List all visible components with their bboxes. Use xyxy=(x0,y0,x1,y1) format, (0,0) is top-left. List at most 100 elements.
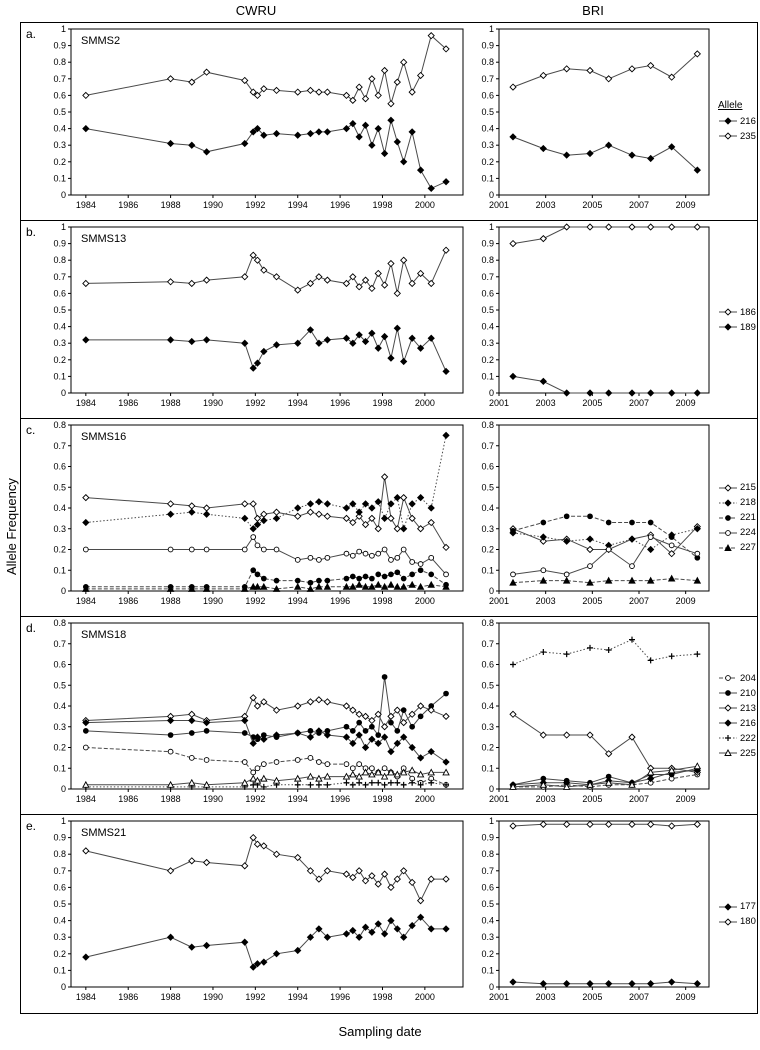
diamond-marker-icon xyxy=(323,512,332,520)
plot-area xyxy=(498,28,710,196)
diamond-marker-icon xyxy=(724,323,732,331)
triangle-marker-icon xyxy=(82,780,90,788)
diamond-open-legend-icon xyxy=(719,308,737,316)
diamond-marker-icon xyxy=(306,86,315,95)
diamond-marker-icon xyxy=(323,276,332,284)
triangle-marker-icon xyxy=(380,582,389,590)
triangle-marker-icon xyxy=(306,772,315,780)
diamond-marker-icon xyxy=(693,50,701,58)
diamond-marker-icon xyxy=(408,88,416,96)
diamond-marker-icon xyxy=(82,518,90,527)
diamond-marker-icon xyxy=(387,514,395,523)
diamond-marker-icon xyxy=(355,867,363,875)
legend-entry-215: 215 xyxy=(718,480,757,495)
diamond-marker-icon xyxy=(427,504,435,512)
diamond-marker-icon xyxy=(249,525,257,533)
legend-entry-180: 180 xyxy=(718,914,757,929)
diamond-marker-icon xyxy=(260,735,268,743)
y-tick-label: 0.7 xyxy=(481,272,494,282)
circle-marker-icon xyxy=(167,546,174,553)
diamond-marker-icon xyxy=(323,336,332,344)
diamond-marker-icon xyxy=(294,131,302,139)
diamond-marker-icon xyxy=(349,273,357,281)
diamond-marker-icon xyxy=(342,514,351,523)
circle-marker-icon xyxy=(563,571,570,578)
diamond-marker-icon xyxy=(249,694,257,702)
diamond-marker-icon xyxy=(166,336,175,344)
circle-marker-icon xyxy=(428,554,435,561)
diamond-marker-icon xyxy=(374,739,382,747)
circle-marker-icon xyxy=(428,571,435,578)
y-tick-label: 0.4 xyxy=(53,124,66,134)
y-tick-label: 1 xyxy=(489,816,494,826)
y-tick-label: 0.4 xyxy=(481,701,494,711)
figure-row-b: b. 0 0.1 0.2 0.3 0.4 0.5 0.6 0.7 0.8 0.9 1 1984 1986… xyxy=(21,221,757,419)
y-tick-label: 0.4 xyxy=(481,322,494,332)
legend-label: 218 xyxy=(740,497,756,508)
x-tick-label: 2001 xyxy=(489,398,509,408)
diamond-marker-icon xyxy=(427,875,435,883)
y-tick-label: 0.8 xyxy=(53,420,66,430)
diamond-marker-icon xyxy=(416,71,425,80)
diamond-marker-icon xyxy=(628,223,636,231)
circle-marker-icon xyxy=(273,546,280,553)
diamond-marker-icon xyxy=(342,91,351,100)
circle-marker-icon xyxy=(356,575,363,582)
series-line-221 xyxy=(85,569,447,588)
circle-marker-icon xyxy=(260,761,267,767)
triangle-marker-icon xyxy=(393,582,402,590)
diamond-marker-icon xyxy=(509,822,517,830)
diamond-marker-icon xyxy=(368,75,376,83)
circle-marker-icon xyxy=(605,519,612,526)
diamond-marker-icon xyxy=(442,925,450,933)
row-label-c: c. xyxy=(26,423,36,437)
diamond-marker-icon xyxy=(416,525,425,533)
circle-marker-icon xyxy=(388,557,394,563)
x-tick-label: 1984 xyxy=(76,596,96,606)
x-tick-label: 1990 xyxy=(203,200,223,210)
triangle-marker-icon xyxy=(539,576,548,584)
y-tick-label: 0.5 xyxy=(53,107,66,117)
diamond-marker-icon xyxy=(586,535,594,543)
x-tick-label: 1998 xyxy=(372,200,392,210)
diamond-marker-icon xyxy=(427,184,435,192)
diamond-marker-icon xyxy=(188,78,196,86)
diamond-marker-icon xyxy=(393,289,401,298)
diamond-marker-icon xyxy=(668,223,676,231)
y-tick-label: 0.3 xyxy=(481,524,494,534)
diamond-marker-icon xyxy=(368,514,376,523)
circle-marker-icon xyxy=(356,761,363,767)
y-tick-label: 0.6 xyxy=(481,882,494,892)
diamond-marker-icon xyxy=(400,867,408,875)
figure-row-a: a. 0 0.1 0.2 0.3 0.4 0.5 0.6 0.7 0.8 0.9 1 1984 1986… xyxy=(21,23,757,221)
diamond-marker-icon xyxy=(349,706,357,714)
circle-marker-icon xyxy=(188,755,195,761)
diamond-marker-icon xyxy=(563,389,571,397)
circle-marker-icon xyxy=(369,723,375,730)
diamond-marker-icon xyxy=(323,500,332,508)
legend-smms2: Allele 216 235 xyxy=(717,23,757,220)
circle-marker-icon xyxy=(725,529,731,536)
diamond-marker-icon xyxy=(380,473,389,481)
diamond-marker-icon xyxy=(188,943,196,951)
chart-smms16-cwru: 0 0.1 0.2 0.3 0.4 0.5 0.6 0.7 0.8 1984 1986 1988 199… xyxy=(53,420,464,606)
diamond-marker-icon xyxy=(668,822,676,830)
plus-marker-icon xyxy=(443,781,450,788)
triangle-marker-icon xyxy=(604,778,613,786)
triangle-marker-icon xyxy=(427,580,435,588)
plus-marker-icon xyxy=(260,783,267,790)
y-tick-label: 0.6 xyxy=(481,90,494,100)
triangle-open-legend-icon xyxy=(719,749,737,756)
y-tick-label: 0.8 xyxy=(481,849,494,859)
diamond-marker-icon xyxy=(693,223,701,231)
diamond-marker-icon xyxy=(249,251,257,259)
diamond-marker-icon xyxy=(82,124,90,133)
x-tick-label: 1984 xyxy=(76,200,96,210)
diamond-marker-icon xyxy=(563,537,571,545)
diamond-marker-icon xyxy=(166,716,175,725)
triangle-marker-icon xyxy=(293,582,302,590)
diamond-marker-icon xyxy=(253,359,262,367)
x-tick-label: 2009 xyxy=(676,200,696,210)
diamond-marker-icon xyxy=(539,377,547,386)
plus-marker-icon xyxy=(294,781,301,788)
